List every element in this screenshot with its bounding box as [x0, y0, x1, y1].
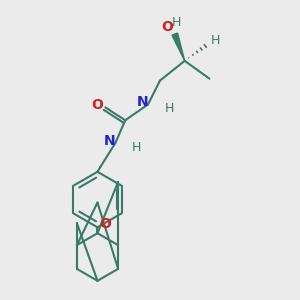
Text: O: O [92, 98, 104, 112]
Text: H: H [211, 34, 220, 46]
Text: O: O [100, 217, 111, 231]
Text: N: N [136, 95, 148, 110]
Text: H: H [131, 140, 141, 154]
Text: H: H [165, 102, 175, 115]
Text: N: N [103, 134, 115, 148]
Text: H: H [172, 16, 182, 29]
Text: O: O [161, 20, 173, 34]
Polygon shape [172, 33, 185, 61]
